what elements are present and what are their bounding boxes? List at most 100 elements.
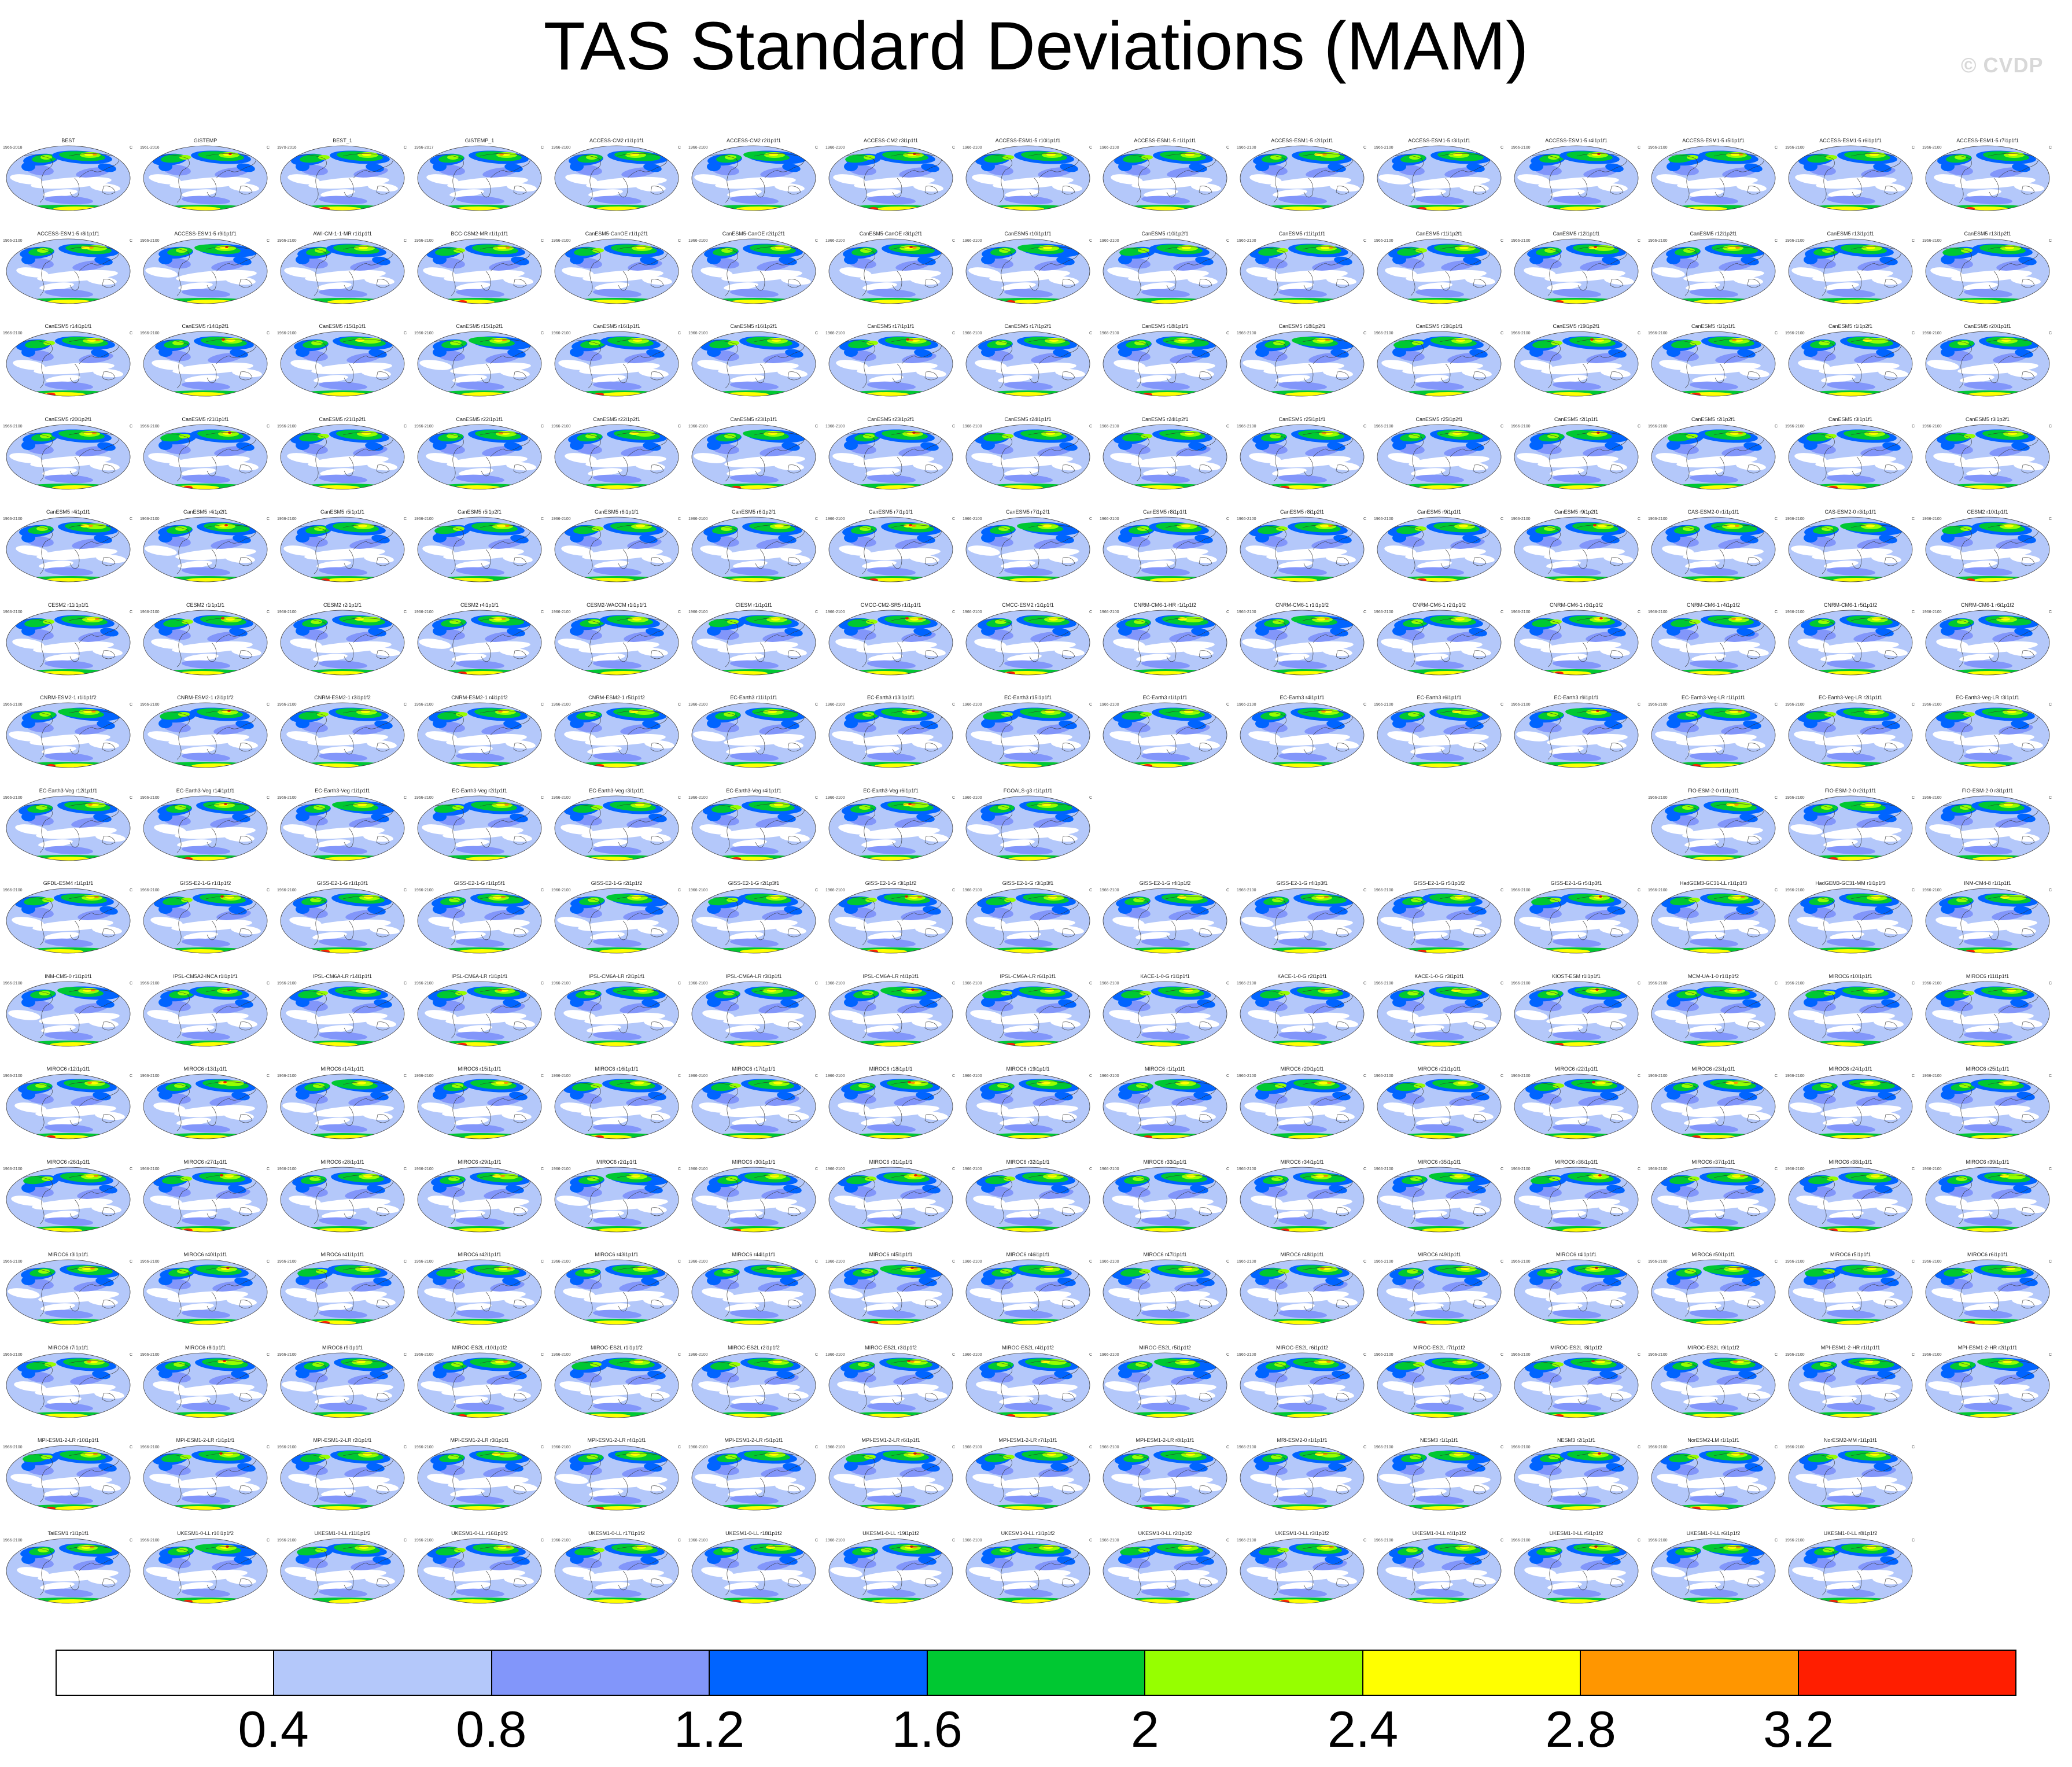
map-panel: CNRM-CM6-1-HR r1i1p1f2 1966-2100 C bbox=[1098, 602, 1232, 695]
globe-map bbox=[1240, 145, 1365, 211]
map-panel: CanESM5 r13i1p2f1 1966-2100 C bbox=[1921, 231, 2054, 323]
panel-units: C bbox=[1911, 1352, 1915, 1357]
panel-units: C bbox=[129, 1538, 132, 1543]
panel-units: C bbox=[1637, 331, 1640, 335]
panel-title: MCM-UA-1-0 r1i1p1f2 bbox=[1687, 973, 1739, 979]
globe-map bbox=[1788, 424, 1913, 489]
globe-map bbox=[6, 1352, 131, 1418]
panel-title: MIROC6 r7i1p1f1 bbox=[47, 1344, 89, 1351]
panel-units: C bbox=[1500, 610, 1503, 614]
panel-years: 1966-2100 bbox=[3, 1352, 23, 1357]
map-panel: UKESM1-0-LL r19i1p1f2 1966-2100 C bbox=[824, 1530, 957, 1623]
map-panel: MIROC6 r25i1p1f1 1966-2100 C bbox=[1921, 1066, 2054, 1159]
map-panel: ACCESS-ESM1-5 r9i1p1f1 1966-2100 C bbox=[139, 231, 272, 323]
panel-title: CanESM5 r21i1p1f1 bbox=[182, 416, 229, 422]
globe-map bbox=[1240, 888, 1365, 954]
globe-map bbox=[1788, 1259, 1913, 1325]
panel-years: 1961-2016 bbox=[140, 146, 160, 150]
globe-map bbox=[1103, 1074, 1227, 1139]
panel-years: 1966-2100 bbox=[414, 795, 434, 800]
panel-years: 1966-2100 bbox=[1648, 517, 1668, 521]
panel-years: 1966-2100 bbox=[140, 1352, 160, 1357]
panel-years: 1966-2100 bbox=[1374, 981, 1393, 986]
globe-map bbox=[1788, 1352, 1913, 1418]
map-panel: MIROC6 r29i1p1f1 1966-2100 C bbox=[413, 1159, 546, 1252]
panel-units: C bbox=[1500, 1445, 1503, 1449]
globe-map bbox=[691, 981, 816, 1046]
panel-units: C bbox=[1226, 888, 1229, 892]
map-panel: UKESM1-0-LL r5i1p1f2 1966-2100 C bbox=[1510, 1530, 1643, 1623]
map-panel: CanESM5 r13i1p1f1 1966-2100 C bbox=[1784, 231, 1917, 323]
map-panel: CNRM-CM6-1 r3i1p1f2 1966-2100 C bbox=[1510, 602, 1643, 695]
panel-years: 1966-2100 bbox=[1237, 424, 1256, 429]
panel-title: MIROC-ES2L r7i1p1f2 bbox=[1413, 1344, 1465, 1351]
globe-map bbox=[1103, 702, 1227, 768]
panel-units: C bbox=[540, 1167, 544, 1171]
panel-title: CNRM-CM6-1 r3i1p1f2 bbox=[1549, 602, 1603, 608]
panel-title: MIROC-ES2L r9i1p1f2 bbox=[1687, 1344, 1739, 1351]
panel-years: 1966-2100 bbox=[1100, 1352, 1119, 1357]
colorbar-tick-label: 2.4 bbox=[1327, 1700, 1399, 1758]
panel-years: 1966-2100 bbox=[688, 610, 708, 614]
panel-title: MIROC6 r49i1p1f1 bbox=[1417, 1252, 1461, 1257]
panel-title: MIROC6 r21i1p1f1 bbox=[1417, 1066, 1461, 1072]
map-panel: CanESM5 r18i1p1f1 1966-2100 C bbox=[1098, 323, 1232, 416]
panel-years: 1966-2100 bbox=[1100, 424, 1119, 429]
globe-map bbox=[6, 331, 131, 397]
globe-map bbox=[965, 517, 1090, 582]
globe-map bbox=[280, 1074, 405, 1139]
panel-title: TaiESM1 r1i1p1f1 bbox=[47, 1530, 89, 1536]
map-panel: MPI-ESM1-2-LR r4i1p1f1 1966-2100 C bbox=[550, 1437, 683, 1530]
map-panel: IPSL-CM6A-LR r4i1p1f1 1966-2100 C bbox=[824, 973, 957, 1066]
panel-units: C bbox=[540, 1352, 544, 1357]
panel-title: CanESM5 r6i1p2f1 bbox=[731, 509, 776, 515]
panel-units: C bbox=[814, 1167, 818, 1171]
panel-years: 1966-2017 bbox=[414, 146, 434, 150]
panel-years: 1966-2100 bbox=[3, 1167, 23, 1171]
panel-units: C bbox=[814, 424, 818, 429]
panel-years: 1966-2100 bbox=[688, 1074, 708, 1078]
map-panel: MIROC6 r48i1p1f1 1966-2100 C bbox=[1236, 1252, 1369, 1344]
colorbar-tick-label: 1.6 bbox=[891, 1700, 963, 1758]
globe-map bbox=[691, 238, 816, 304]
panel-units: C bbox=[1226, 517, 1229, 521]
globe-map bbox=[1925, 610, 2050, 675]
globe-map bbox=[828, 981, 953, 1046]
globe-map bbox=[1788, 517, 1913, 582]
panel-title: MPI-ESM1-2-LR r2i1p1f1 bbox=[313, 1437, 372, 1443]
panel-units: C bbox=[1911, 1538, 1915, 1543]
map-panel: GISS-E2-1-G r2i1p3f1 1966-2100 C bbox=[687, 880, 820, 973]
map-panel: CAS-ESM2-0 r3i1p1f1 1966-2100 C bbox=[1784, 509, 1917, 602]
panel-units: C bbox=[1637, 1352, 1640, 1357]
panel-title: EC-Earth3-Veg r14i1p1f1 bbox=[176, 787, 235, 794]
panel-years: 1966-2100 bbox=[551, 703, 571, 707]
map-panel: GISS-E2-1-G r1i1p1f2 1966-2100 C bbox=[139, 880, 272, 973]
globe-map bbox=[1103, 517, 1227, 582]
map-panel: MPI-ESM1-2-HR r2i1p1f1 1966-2100 C bbox=[1921, 1345, 2054, 1437]
panel-years: 1966-2100 bbox=[688, 517, 708, 521]
panel-years: 1966-2100 bbox=[825, 795, 845, 800]
panel-units: C bbox=[403, 146, 407, 150]
map-panel: IPSL-CM6A-LR r2i1p1f1 1966-2100 C bbox=[550, 973, 683, 1066]
panel-title: CNRM-CM6-1 r1i1p1f2 bbox=[1275, 602, 1329, 608]
panel-title: CanESM5 r22i1p2f1 bbox=[593, 416, 640, 422]
panel-title: CESM2 r1i1p1f1 bbox=[186, 602, 225, 608]
panel-title: KACE-1-0-G r2i1p1f1 bbox=[1277, 973, 1327, 979]
panel-years: 1966-2100 bbox=[1922, 703, 1942, 707]
panel-units: C bbox=[1500, 1352, 1503, 1357]
map-panel: ACCESS-ESM1-5 r4i1p1f1 1966-2100 C bbox=[1510, 138, 1643, 230]
globe-map bbox=[965, 888, 1090, 954]
panel-title: CNRM-ESM2-1 r1i1p1f2 bbox=[40, 695, 97, 700]
panel-title: IPSL-CM6A-LR r2i1p1f1 bbox=[588, 973, 645, 979]
panel-years: 1966-2100 bbox=[3, 888, 23, 892]
globe-map bbox=[1651, 1074, 1776, 1139]
panel-title: NESM3 r2i1p1f1 bbox=[1557, 1437, 1596, 1443]
panel-title: MIROC6 r47i1p1f1 bbox=[1143, 1252, 1187, 1257]
panel-years: 1966-2100 bbox=[1511, 146, 1531, 150]
globe-map bbox=[1788, 1538, 1913, 1603]
panel-units: C bbox=[540, 1074, 544, 1078]
panel-years: 1966-2100 bbox=[1511, 610, 1531, 614]
globe-map bbox=[143, 145, 268, 211]
colorbar-swatch bbox=[492, 1651, 710, 1695]
panel-title: MIROC6 r42i1p1f1 bbox=[458, 1252, 502, 1257]
